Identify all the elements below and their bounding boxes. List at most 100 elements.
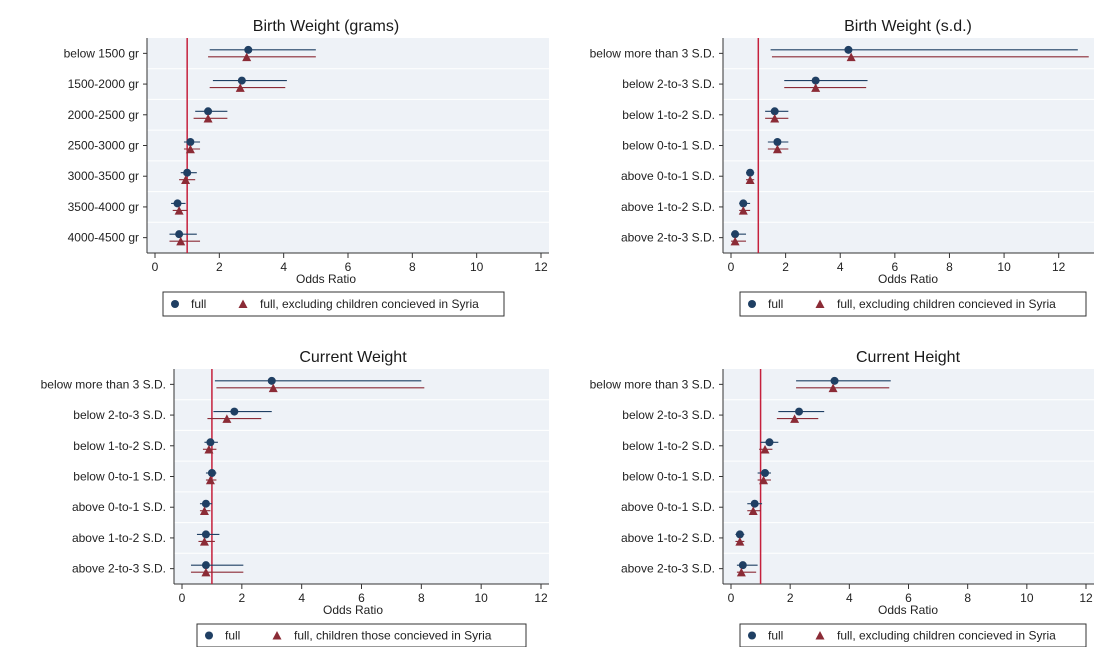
category-label: below 1500 gr — [64, 46, 139, 60]
point-excluded — [790, 414, 800, 423]
x-tick-label: 2 — [782, 260, 789, 274]
point-excluded — [772, 144, 782, 154]
legend-label-full: full — [768, 297, 783, 311]
point-excluded — [828, 383, 838, 393]
point-excluded — [811, 83, 821, 92]
category-label: above 0-to-1 S.D. — [72, 500, 166, 514]
plot-area — [147, 38, 549, 253]
x-tick-label: 6 — [905, 591, 912, 605]
x-tick-label: 4 — [280, 260, 287, 274]
point-full — [735, 530, 744, 539]
point-full — [811, 76, 820, 85]
legend-label-excluded: full, excluding children concieved in Sy… — [837, 297, 1056, 311]
category-label: below more than 3 S.D. — [590, 46, 715, 60]
x-tick-label: 12 — [1079, 591, 1093, 605]
category-label: below 1-to-2 S.D. — [622, 439, 715, 453]
x-tick-label: 4 — [298, 591, 305, 605]
category-label: above 0-to-1 S.D. — [621, 500, 715, 514]
point-excluded — [770, 114, 780, 123]
x-axis-label: Odds Ratio — [323, 603, 383, 617]
legend-label-excluded: full, excluding children concieved in Sy… — [837, 629, 1056, 643]
x-tick-label: 0 — [179, 591, 186, 605]
category-label: below 1-to-2 S.D. — [73, 439, 166, 453]
category-label: 1500-2000 gr — [68, 77, 139, 91]
point-full — [746, 168, 755, 177]
point-excluded — [748, 506, 758, 515]
legend-marker-excluded — [815, 299, 825, 308]
point-full — [750, 499, 759, 508]
point-full — [244, 45, 253, 54]
point-excluded — [201, 567, 211, 577]
point-excluded — [735, 537, 745, 546]
category-label: below more than 3 S.D. — [41, 377, 166, 391]
point-full — [201, 499, 210, 508]
x-tick-label: 12 — [534, 591, 548, 605]
x-tick-label: 8 — [418, 591, 425, 605]
point-full — [773, 138, 782, 146]
plot-area — [723, 38, 1094, 253]
x-tick-label: 6 — [892, 260, 899, 274]
x-tick-label: 12 — [534, 260, 548, 274]
x-tick-label: 2 — [238, 591, 245, 605]
category-label: below 1-to-2 S.D. — [622, 108, 715, 122]
x-tick-label: 8 — [964, 591, 971, 605]
x-tick-label: 4 — [837, 260, 844, 274]
point-full — [770, 107, 779, 116]
x-tick-label: 10 — [997, 260, 1011, 274]
x-axis-label: Odds Ratio — [296, 272, 356, 286]
point-full — [230, 407, 239, 416]
category-label: above 2-to-3 S.D. — [621, 562, 715, 576]
category-label: below 2-to-3 S.D. — [622, 408, 715, 422]
point-full — [738, 561, 747, 570]
legend-label-full: full — [191, 297, 206, 311]
legend-label-excluded: full, children those concieved in Syria — [294, 629, 492, 643]
chart-panel-1: Birth Weight (grams) below 1500 gr 1500-20… — [64, 18, 549, 317]
point-full — [201, 561, 210, 570]
panel-title: Current Height — [856, 349, 961, 366]
category-label: 4000-4500 gr — [68, 231, 139, 245]
x-tick-label: 0 — [728, 591, 735, 605]
x-tick-label: 10 — [1020, 591, 1034, 605]
legend-marker-excluded — [238, 299, 248, 308]
point-full — [731, 230, 740, 239]
point-excluded — [760, 445, 770, 454]
point-excluded — [730, 236, 740, 246]
point-full — [201, 530, 210, 539]
point-full — [204, 107, 213, 116]
chart-panel-3: Current Weight below more than 3 S.D. belo… — [41, 349, 549, 647]
point-full — [830, 376, 839, 385]
point-excluded — [203, 114, 213, 123]
category-label: above 0-to-1 S.D. — [621, 169, 715, 183]
point-full — [761, 469, 770, 477]
point-full — [795, 407, 804, 416]
chart-panel-4: Current Height below more than 3 S.D. belo… — [590, 349, 1094, 647]
category-label: above 1-to-2 S.D. — [72, 531, 166, 545]
x-axis-label: Odds Ratio — [878, 272, 938, 286]
legend-marker-full — [171, 300, 179, 308]
x-tick-label: 6 — [345, 260, 352, 274]
point-full — [237, 76, 246, 85]
point-full — [173, 199, 182, 208]
point-excluded — [204, 445, 214, 454]
category-label: below 0-to-1 S.D. — [73, 470, 166, 484]
point-full — [206, 438, 215, 447]
category-label: below 2-to-3 S.D. — [622, 77, 715, 91]
panel-title: Birth Weight (grams) — [253, 18, 399, 35]
legend-box — [739, 623, 1087, 647]
legend: full full, excluding children concieved i… — [739, 623, 1087, 647]
point-full — [175, 230, 184, 239]
legend-marker-full — [205, 631, 213, 640]
plot-area — [723, 369, 1094, 584]
legend-label-excluded: full, excluding children concieved in Sy… — [260, 297, 479, 311]
legend-box — [196, 623, 527, 647]
point-excluded — [268, 383, 278, 393]
x-tick-label: 10 — [470, 260, 484, 274]
point-full — [207, 469, 216, 477]
plot-area — [174, 369, 549, 584]
x-axis-label: Odds Ratio — [878, 603, 938, 617]
legend-label-full: full — [225, 629, 240, 643]
x-tick-label: 2 — [787, 591, 794, 605]
x-tick-label: 6 — [358, 591, 365, 605]
point-excluded — [181, 175, 191, 184]
legend-marker-excluded — [272, 631, 282, 640]
